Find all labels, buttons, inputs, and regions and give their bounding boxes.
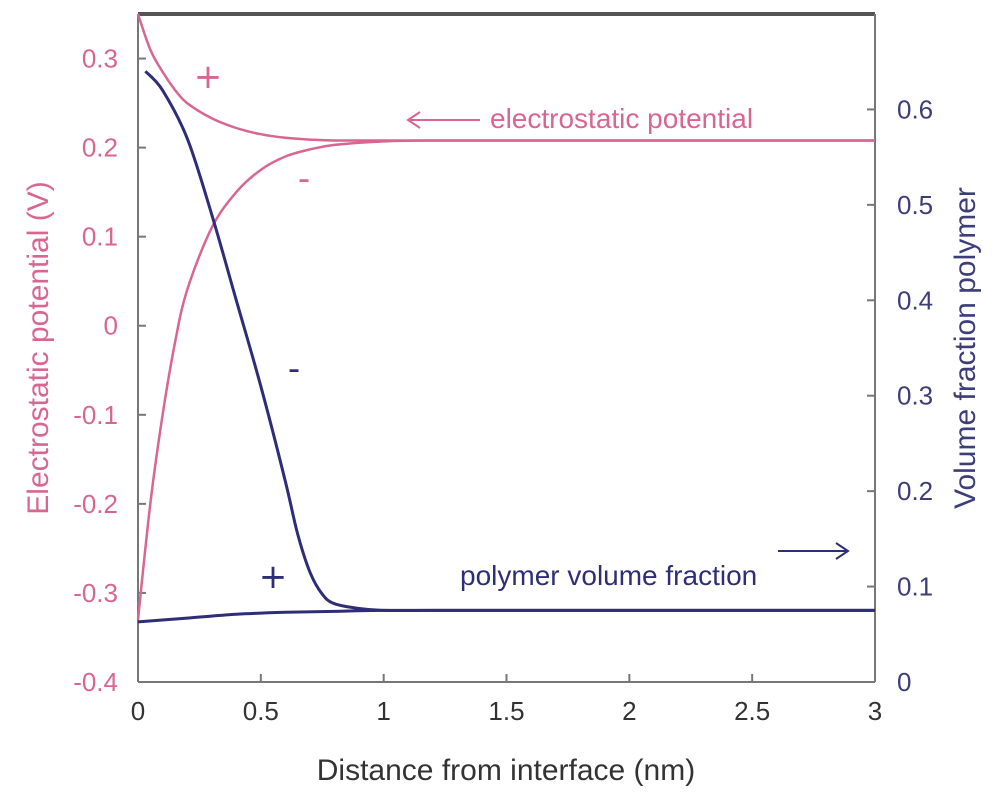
x-tick-label: 3 [868,696,882,726]
polymer-curve-negative [144,70,875,613]
bottom-axis-ticks: 0 0.5 1 1.5 2 2.5 3 [131,674,882,726]
x-tick-label: 1.5 [488,696,524,726]
left-tick-label: -0.4 [73,667,118,697]
x-axis-title: Distance from interface (nm) [317,754,695,787]
x-tick-label: 2 [622,696,636,726]
right-tick-label: 0.1 [897,572,933,602]
polymer-annotation: polymer volume fraction [460,542,850,591]
potential-arrow-head [406,111,421,129]
x-tick-label: 0.5 [243,696,279,726]
left-tick-label: 0.3 [82,44,118,74]
left-tick-label: 0.1 [82,222,118,252]
left-axis-ticks: 0.3 0.2 0.1 0 -0.1 -0.2 -0.3 -0.4 [73,44,146,697]
polymer-label: polymer volume fraction [460,560,757,591]
polymer-arrow-head [835,542,850,560]
right-tick-label: 0.5 [897,190,933,220]
x-tick-label: 0 [131,696,145,726]
right-tick-label: 0.6 [897,94,933,124]
left-tick-label: -0.3 [73,578,118,608]
potential-curve-negative [136,139,875,620]
right-tick-label: 0.2 [897,476,933,506]
left-axis-title: Electrostatic potential (V) [22,181,55,514]
x-tick-label: 1 [376,696,390,726]
left-tick-label: 0 [104,311,118,341]
potential-annotation: electrostatic potential [406,103,753,134]
right-axis-title: Volume fraction polymer [949,187,982,509]
right-tick-label: 0.3 [897,381,933,411]
left-tick-label: -0.1 [73,400,118,430]
left-tick-label: -0.2 [73,489,118,519]
minus-sign-polymer: - [288,349,300,389]
minus-sign-potential: - [298,159,310,199]
right-tick-label: 0.4 [897,285,933,315]
plus-sign-polymer: + [259,557,288,597]
plus-sign-potential: + [194,57,223,97]
right-axis-ticks: 0.6 0.5 0.4 0.3 0.2 0.1 0 [867,94,933,697]
right-tick-label: 0 [897,667,911,697]
x-tick-label: 2.5 [734,696,770,726]
left-tick-label: 0.2 [82,133,118,163]
potential-label: electrostatic potential [490,103,753,134]
series-layer [136,13,875,624]
polymer-curve-positive [137,608,875,624]
